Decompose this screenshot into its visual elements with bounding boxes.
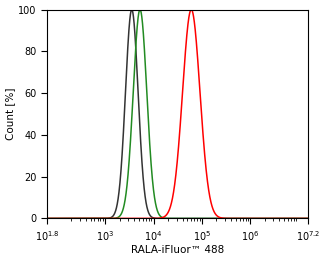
Y-axis label: Count [%]: Count [%] [6,88,16,140]
X-axis label: RALA-iFluor™ 488: RALA-iFluor™ 488 [131,245,224,256]
